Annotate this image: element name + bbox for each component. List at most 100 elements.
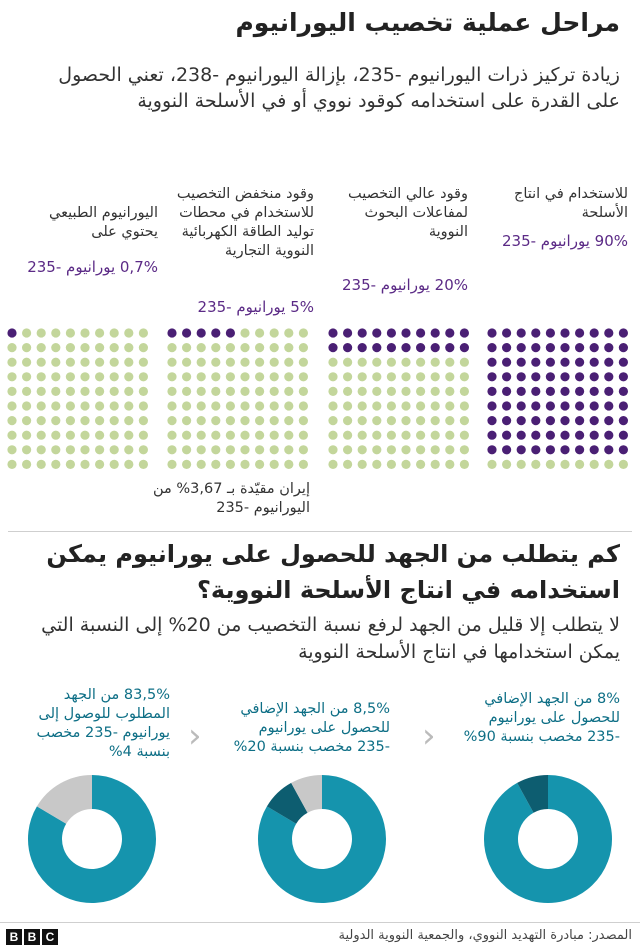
waffle-dot-u235: [545, 401, 556, 411]
waffle-dot-other: [80, 445, 90, 455]
waffle-dot-other: [36, 459, 46, 469]
waffle-dot-u235: [401, 328, 411, 338]
waffle-dot-other: [51, 459, 61, 469]
donut-slice-remaining: [36, 775, 93, 825]
waffle-dot-u235: [560, 328, 570, 338]
waffle-dot-other: [22, 357, 32, 367]
waffle-dot-other: [430, 357, 440, 367]
waffle-dot-other: [430, 445, 440, 455]
waffle-dot-other: [284, 328, 294, 338]
waffle-dot-other: [95, 430, 105, 440]
waffle-dot-u235: [531, 386, 541, 396]
waffle-dot-other: [357, 401, 367, 411]
waffle-dot-other: [65, 430, 75, 440]
waffle-dot-other: [445, 372, 455, 382]
waffle-dot-other: [51, 445, 61, 455]
waffle-dot-other: [416, 401, 426, 411]
waffle-dot-u235: [531, 343, 541, 353]
waffle-dot-other: [459, 459, 469, 469]
waffle-dot-other: [328, 459, 338, 469]
waffle-dot-other: [357, 386, 367, 396]
waffle-dot-other: [430, 401, 440, 411]
waffle-dot-other: [22, 328, 32, 338]
waffle-dot-other: [138, 430, 148, 440]
waffle-dot-other: [401, 416, 411, 426]
waffle-dot-other: [502, 459, 512, 469]
waffle-dot-u235: [589, 328, 599, 338]
waffle-dot-other: [328, 372, 338, 382]
question-title: كم يتطلب من الجهد للحصول على يورانيوم يم…: [46, 540, 620, 604]
waffle-dot-u235: [386, 343, 396, 353]
waffle-dot-other: [560, 459, 570, 469]
waffle-dot-other: [22, 343, 32, 353]
waffle-dot-other: [240, 445, 250, 455]
waffle-dot-other: [65, 328, 75, 338]
waffle-dot-other: [459, 386, 469, 396]
waffle-dot-other: [36, 416, 46, 426]
waffle-dot-other: [298, 343, 308, 353]
waffle-dot-u235: [589, 386, 599, 396]
waffle-dot-other: [225, 445, 235, 455]
waffle-dot-u235: [357, 328, 367, 338]
waffle-dot-u235: [502, 357, 512, 367]
waffle-dot-other: [269, 386, 279, 396]
waffle-dot-other: [240, 430, 250, 440]
donut-slice-main: [484, 775, 612, 903]
waffle-dot-u235: [516, 386, 526, 396]
waffle-dot-other: [7, 430, 17, 440]
waffle-dot-u235: [589, 416, 599, 426]
waffle-dot-other: [196, 445, 206, 455]
donut-slice-added: [266, 782, 309, 825]
waffle-dot-u235: [575, 386, 585, 396]
waffle-dot-other: [343, 357, 353, 367]
waffle-dot-other: [124, 372, 134, 382]
waffle-dot-other: [240, 372, 250, 382]
waffle-dot-other: [65, 416, 75, 426]
waffle-dot-other: [124, 445, 134, 455]
waffle-dot-other: [95, 401, 105, 411]
waffle-dot-u235: [545, 343, 556, 353]
waffle-dot-other: [51, 416, 61, 426]
waffle-dot-u235: [589, 357, 599, 367]
waffle-dot-other: [211, 459, 221, 469]
waffle-dot-other: [459, 357, 469, 367]
waffle-dot-other: [36, 328, 46, 338]
waffle-dot-other: [430, 459, 440, 469]
waffle-dot-other: [445, 459, 455, 469]
waffle-dot-other: [372, 430, 382, 440]
waffle-dot-other: [416, 357, 426, 367]
waffle-dot-other: [7, 416, 17, 426]
waffle-dot-u235: [516, 328, 526, 338]
waffle-dot-u235: [618, 416, 629, 426]
waffle-dot-other: [7, 386, 17, 396]
waffle-dot-other: [95, 386, 105, 396]
waffle-dot-other: [386, 416, 396, 426]
waffle-dot-other: [196, 459, 206, 469]
waffle-dot-other: [109, 386, 119, 396]
waffle-dot-u235: [502, 401, 512, 411]
waffle-dot-other: [372, 445, 382, 455]
waffle-dot-other: [401, 459, 411, 469]
waffle-dot-other: [196, 386, 206, 396]
waffle-dot-other: [343, 430, 353, 440]
waffle-dot-other: [182, 372, 192, 382]
waffle-dot-u235: [516, 401, 526, 411]
waffle-dot-u235: [575, 372, 585, 382]
waffle-dot-other: [36, 401, 46, 411]
waffle-dot-other: [459, 430, 469, 440]
waffle-dot-other: [124, 416, 134, 426]
col-weapons-desc: للاستخدام في انتاج الأسلحة: [513, 186, 628, 221]
waffle-dot-other: [255, 459, 265, 469]
waffle-dot-u235: [502, 386, 512, 396]
waffle-dot-u235: [531, 372, 541, 382]
donut-slice-remaining: [291, 775, 323, 814]
waffle-dot-u235: [372, 343, 382, 353]
waffle-dot-u235: [560, 372, 570, 382]
waffle-dot-other: [255, 357, 265, 367]
waffle-dot-other: [401, 372, 411, 382]
waffle-dot-u235: [516, 445, 526, 455]
waffle-dot-u235: [487, 401, 497, 411]
waffle-dot-u235: [589, 401, 599, 411]
waffle-dot-other: [36, 343, 46, 353]
waffle-dot-other: [138, 343, 148, 353]
